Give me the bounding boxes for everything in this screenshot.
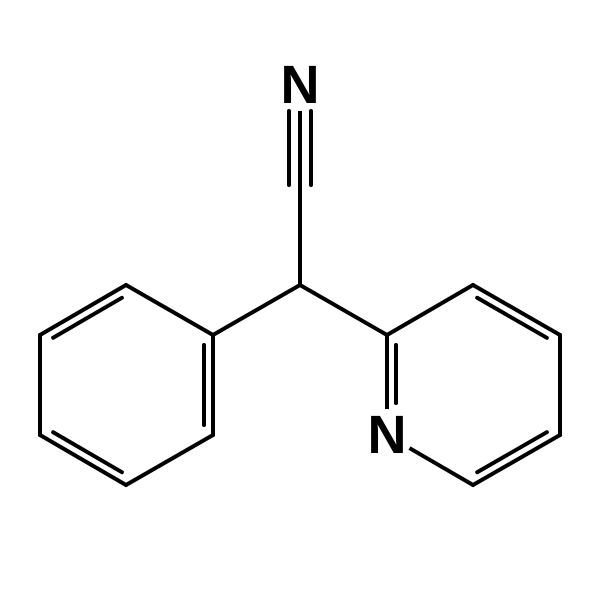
bond	[126, 435, 213, 485]
atom-label: N	[281, 55, 320, 115]
bond	[53, 432, 122, 472]
bond	[406, 446, 473, 485]
bond	[40, 435, 126, 485]
atom-label: N	[368, 405, 407, 465]
bond	[477, 298, 547, 338]
bond	[300, 285, 387, 335]
bond	[473, 285, 560, 335]
bond	[477, 432, 547, 472]
bond	[473, 435, 560, 485]
bond	[213, 285, 300, 335]
bond	[53, 298, 122, 338]
bond	[40, 285, 126, 335]
molecule-diagram: NN	[0, 0, 600, 600]
bond	[387, 285, 473, 335]
bond	[126, 285, 213, 335]
